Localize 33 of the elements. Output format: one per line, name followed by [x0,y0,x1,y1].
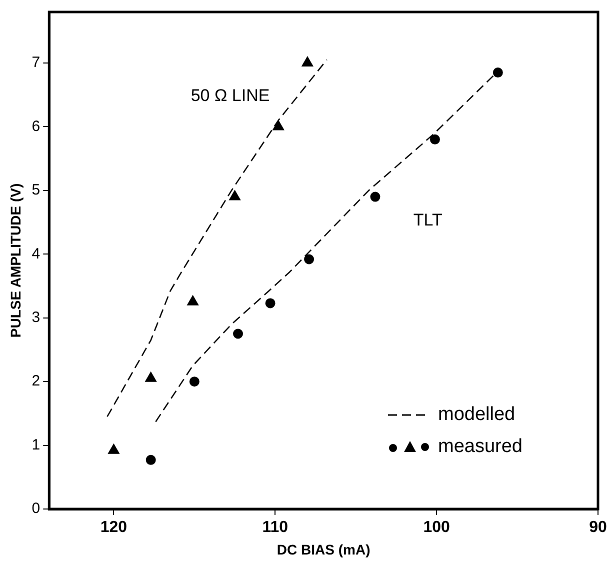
point [233,328,244,339]
annotation: 50 Ω LINE [190,86,270,106]
point [187,295,199,306]
x-tick-label: 100 [423,519,450,536]
legend-label: modelled [438,404,516,426]
y-tick-label: 6 [32,118,40,135]
x-axis-title: DC BIAS (mA) [276,541,370,558]
point [302,56,314,66]
y-axis-title: PULSE AMPLITUDE (V) [7,183,24,338]
point [229,190,240,200]
y-tick-label: 7 [32,54,40,72]
y-tick-label: 4 [32,245,40,262]
point [189,376,200,387]
x-tick-label: 90 [589,519,607,536]
x-tick-label: 110 [262,519,288,536]
x-tick-label: 120 [100,519,128,536]
point [272,120,284,130]
point [370,192,380,202]
y-tick-label: 2 [32,372,40,390]
legend-label: measured [438,436,522,458]
point [108,444,120,454]
line-series [106,59,328,418]
point [430,134,440,144]
annotation: TLT [413,210,442,230]
point [304,254,314,264]
point [146,454,156,465]
y-tick-label: 0 [32,500,40,518]
y-tick-label: 1 [32,436,40,454]
point [265,298,276,308]
y-tick-label: 5 [32,182,40,199]
point [492,68,503,78]
point [145,372,157,382]
y-tick-label: 3 [32,308,40,326]
